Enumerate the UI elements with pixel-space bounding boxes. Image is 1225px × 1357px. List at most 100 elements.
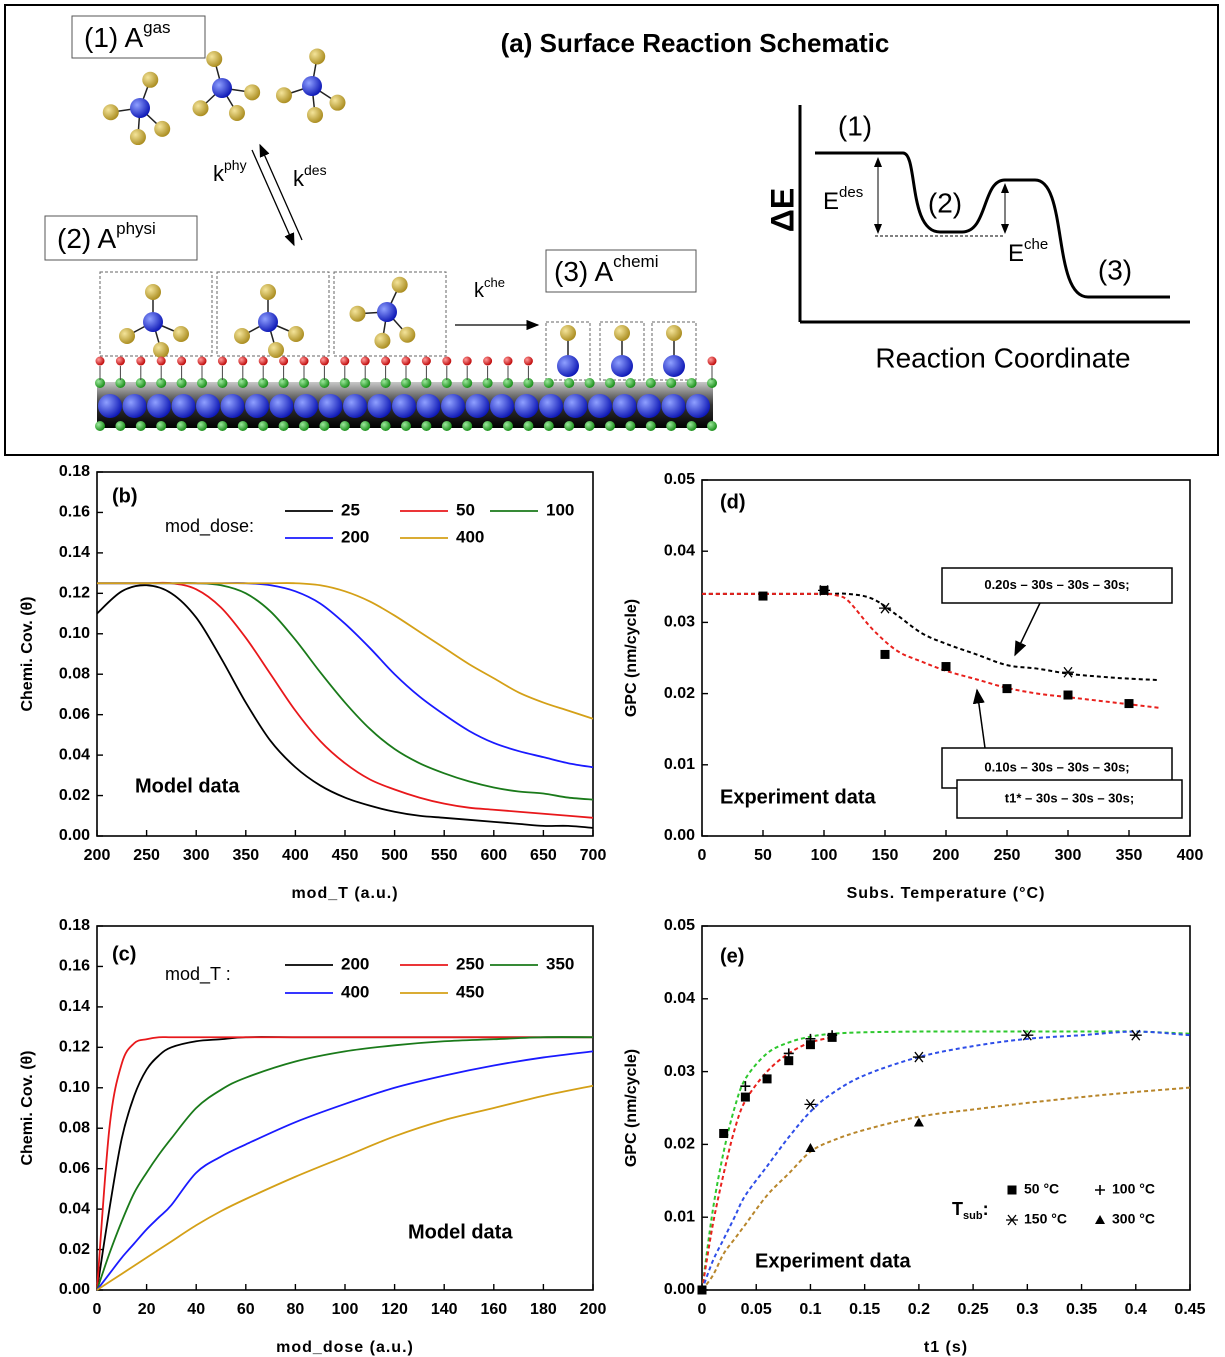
x-tick-label: 600 [480, 847, 507, 864]
atom [206, 51, 223, 68]
atom [543, 421, 554, 431]
atom [197, 378, 207, 388]
atom [143, 312, 163, 332]
atom [98, 394, 122, 418]
y-tick-label: 0.01 [664, 1208, 695, 1225]
atom [299, 356, 309, 366]
atom [666, 421, 677, 431]
annotation: Experiment data [755, 1250, 911, 1272]
y-tick-label: 0.02 [664, 685, 695, 702]
atom [401, 421, 411, 431]
species-label: (1) Agas [84, 18, 171, 53]
atom [217, 421, 228, 431]
annotation-box [956, 779, 1183, 819]
atom [380, 378, 391, 388]
atom [637, 394, 661, 418]
atom [130, 98, 150, 118]
atom [614, 325, 630, 341]
legend-title-suffix: : [983, 1199, 989, 1219]
data-line [96, 1036, 594, 1291]
barrier-label: Edes [823, 184, 863, 215]
atom [523, 356, 533, 366]
y-tick-label: 0.00 [59, 1281, 90, 1298]
x-tick-label: 100 [811, 847, 838, 864]
atom [95, 356, 105, 366]
atom [465, 394, 490, 418]
atom [557, 355, 579, 377]
atom [115, 421, 126, 431]
y-tick-label: 0.05 [664, 917, 695, 934]
barrier-label: Eche [1008, 236, 1048, 267]
data-line [96, 1084, 594, 1291]
x-tick-label: 140 [431, 1301, 458, 1318]
atom [234, 328, 250, 344]
atom [288, 326, 304, 342]
atom [588, 394, 612, 418]
annotation-box-text: t1* – 30s – 30s – 30s; [1005, 790, 1134, 805]
data-point [1002, 684, 1012, 694]
y-tick-label: 0.00 [664, 827, 695, 844]
atom [611, 355, 633, 377]
x-axis-label: t1 (s) [924, 1339, 968, 1356]
annotation-box [941, 567, 1173, 604]
species-sup: physi [116, 219, 156, 238]
atom [156, 378, 167, 388]
atom [392, 394, 416, 418]
atom [196, 394, 220, 418]
atom [278, 421, 289, 431]
atom [441, 421, 452, 431]
x-tick-label: 550 [431, 847, 458, 864]
atom [258, 356, 268, 366]
rate-label: kche [474, 275, 505, 302]
species-sup: gas [143, 18, 170, 37]
arrow [251, 149, 295, 247]
atom [381, 356, 391, 366]
data-point [805, 1143, 816, 1153]
atom [156, 421, 167, 431]
atom [421, 421, 432, 431]
x-tick-label: 60 [237, 1301, 255, 1318]
y-tick-label: 0.04 [664, 542, 695, 559]
x-tick-label: 250 [994, 847, 1021, 864]
schematic-title: (a) Surface Reaction Schematic [501, 28, 890, 58]
state-label: (1) [838, 110, 872, 141]
x-tick-label: 0.4 [1125, 1301, 1147, 1318]
schematic: (a) Surface Reaction Schematic (1) Agas … [4, 4, 1219, 456]
atom [349, 305, 366, 322]
panel-label: (d) [720, 491, 746, 513]
legend-marker [1006, 1214, 1018, 1226]
rate-name: k [293, 166, 305, 191]
y-tick-label: 0.18 [59, 463, 90, 480]
x-tick-label: 0 [698, 847, 707, 864]
atom [318, 394, 343, 418]
atom [666, 325, 682, 341]
atom [192, 100, 209, 117]
atom [563, 394, 588, 418]
atom [197, 356, 207, 366]
fit-line [701, 592, 1160, 709]
fit-line [701, 1086, 1191, 1291]
data-point [784, 1056, 794, 1066]
legend-label: 50 [456, 500, 475, 519]
atom [220, 394, 245, 418]
atom [707, 378, 717, 388]
y-tick-label: 0.06 [59, 706, 90, 723]
data-point [805, 1033, 816, 1044]
data-point [913, 1117, 924, 1127]
y-tick-label: 0.12 [59, 1039, 90, 1056]
atom [122, 394, 147, 418]
annotation-arrow [1014, 602, 1041, 657]
atom [605, 421, 615, 431]
site-box [333, 271, 447, 357]
atom [560, 325, 576, 341]
atom [666, 378, 677, 388]
atom [605, 378, 615, 388]
atom [95, 378, 105, 388]
y-axis-label: Chemi. Cov. (θ) [19, 1050, 36, 1165]
y-tick-label: 0.04 [664, 990, 695, 1007]
atom [135, 378, 146, 388]
atom [482, 421, 493, 431]
atom [279, 356, 289, 366]
atom [217, 356, 227, 366]
atom [442, 356, 452, 366]
